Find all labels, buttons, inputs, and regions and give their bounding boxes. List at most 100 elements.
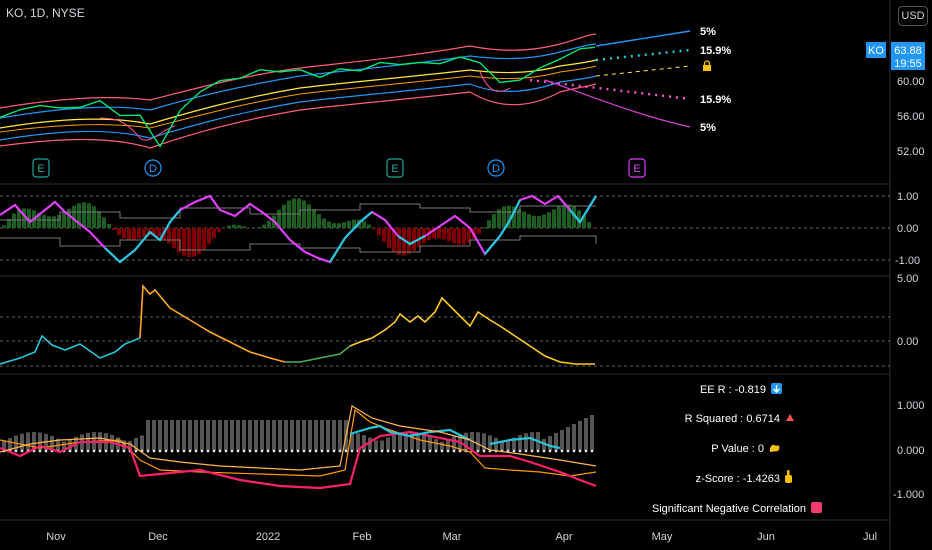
x-tick: Jun [757, 531, 775, 543]
svg-text:63.88: 63.88 [894, 45, 922, 57]
osc-bar [262, 224, 266, 228]
corr-bar [236, 420, 240, 450]
corr-bar [260, 420, 264, 450]
corr-bar [350, 432, 354, 450]
corr-dot [284, 449, 288, 453]
corr-bar [230, 420, 234, 450]
corr-dot [386, 449, 390, 453]
oscillator-envelope-low [0, 235, 597, 253]
corr-dot [266, 449, 270, 453]
candle-shadow [99, 71, 511, 141]
osc-bar [62, 212, 66, 228]
zscore-text: z-Score : -1.4263 [696, 473, 780, 485]
corr-dot [362, 449, 366, 453]
osc-bar [242, 226, 246, 228]
flexed-arm-icon [769, 444, 780, 452]
corr-dot [230, 449, 234, 453]
osc-bar [572, 206, 576, 228]
corr-dot [104, 449, 108, 453]
corr-dot [416, 449, 420, 453]
corr-dot [308, 449, 312, 453]
x-tick: Dec [148, 531, 168, 543]
osc-bar [592, 228, 596, 229]
osc-bar [562, 204, 566, 228]
osc-bar [442, 228, 446, 240]
band-label-lower-inner: 15.9% [700, 94, 731, 106]
corr-bar [560, 430, 564, 450]
osc-bar [132, 228, 136, 240]
osc-bar [517, 208, 521, 228]
osc-bar [297, 198, 301, 228]
stats-table: EE R : -0.819 R Squared : 0.6714 P Value… [652, 383, 822, 515]
corr-bar [158, 420, 162, 450]
corr-dot [398, 449, 402, 453]
svg-text:D: D [149, 163, 157, 175]
osc-bar [187, 228, 191, 258]
y-tick: 5.00 [897, 273, 918, 285]
y-tick: -1.00 [895, 255, 920, 267]
corr-bar [8, 438, 12, 450]
corr-dot [320, 449, 324, 453]
event-marker[interactable]: E [628, 158, 646, 178]
osc-bar [2, 225, 6, 228]
x-tick: Feb [353, 531, 372, 543]
osc-bar [217, 228, 221, 233]
corr-bar [296, 420, 300, 450]
event-marker[interactable]: E [32, 158, 50, 178]
osc-bar [557, 206, 561, 228]
osc-bar [432, 228, 436, 239]
osc-bar [102, 217, 106, 228]
corr-bar [164, 420, 168, 450]
corr-dot [98, 449, 102, 453]
corr-dot [206, 449, 210, 453]
corr-dot [542, 449, 546, 453]
corr-bar [512, 437, 516, 450]
pval-text: P Value : 0 [711, 443, 764, 455]
osc-bar [232, 224, 236, 228]
osc-bar [27, 208, 31, 228]
corr-bar [50, 436, 54, 450]
corr-dot [446, 449, 450, 453]
corr-dot [194, 449, 198, 453]
symbol-header[interactable]: KO, 1D, NYSE [6, 6, 85, 20]
corr-bar [362, 435, 366, 450]
corr-dot [170, 449, 174, 453]
event-marker[interactable]: D [144, 159, 162, 177]
event-marker[interactable]: D [487, 159, 505, 177]
osc-bar [82, 202, 86, 228]
corr-dot [152, 449, 156, 453]
corr-dot [440, 449, 444, 453]
projection-lower-outer [544, 79, 691, 128]
corr-bar [404, 432, 408, 450]
correlation-panel [0, 405, 597, 490]
corr-dot [326, 449, 330, 453]
osc-bar [477, 228, 481, 234]
y-tick: 0.000 [897, 445, 925, 457]
corr-dot [518, 449, 522, 453]
down-arrow-icon [771, 383, 782, 394]
osc-bar [402, 228, 406, 256]
osc-bar [317, 214, 321, 228]
osc-bar [117, 228, 121, 236]
svg-text:E: E [391, 163, 398, 175]
corr-bar [188, 420, 192, 450]
event-marker[interactable]: E [386, 158, 404, 178]
corr-dot [122, 449, 126, 453]
corr-dot [254, 449, 258, 453]
corr-dot [458, 449, 462, 453]
osc-bar [322, 218, 326, 228]
osc-bar [17, 209, 21, 228]
corr-dot [566, 449, 570, 453]
projection-mean [595, 65, 691, 77]
band-lower-outer [0, 83, 597, 149]
osc-bar [487, 220, 491, 228]
corr-dot [524, 449, 528, 453]
eer-text: EE R : -0.819 [700, 384, 766, 396]
osc-bar [87, 203, 91, 228]
y-axis: 60.00 56.00 52.00 1.00 0.00 -1.00 5.00 0… [893, 76, 925, 501]
projection-upper-inner [595, 48, 691, 62]
projection-lower-inner [529, 78, 691, 101]
currency-button[interactable]: USD [898, 6, 928, 26]
y-tick: 56.00 [897, 111, 925, 123]
corr-bar [524, 433, 528, 450]
